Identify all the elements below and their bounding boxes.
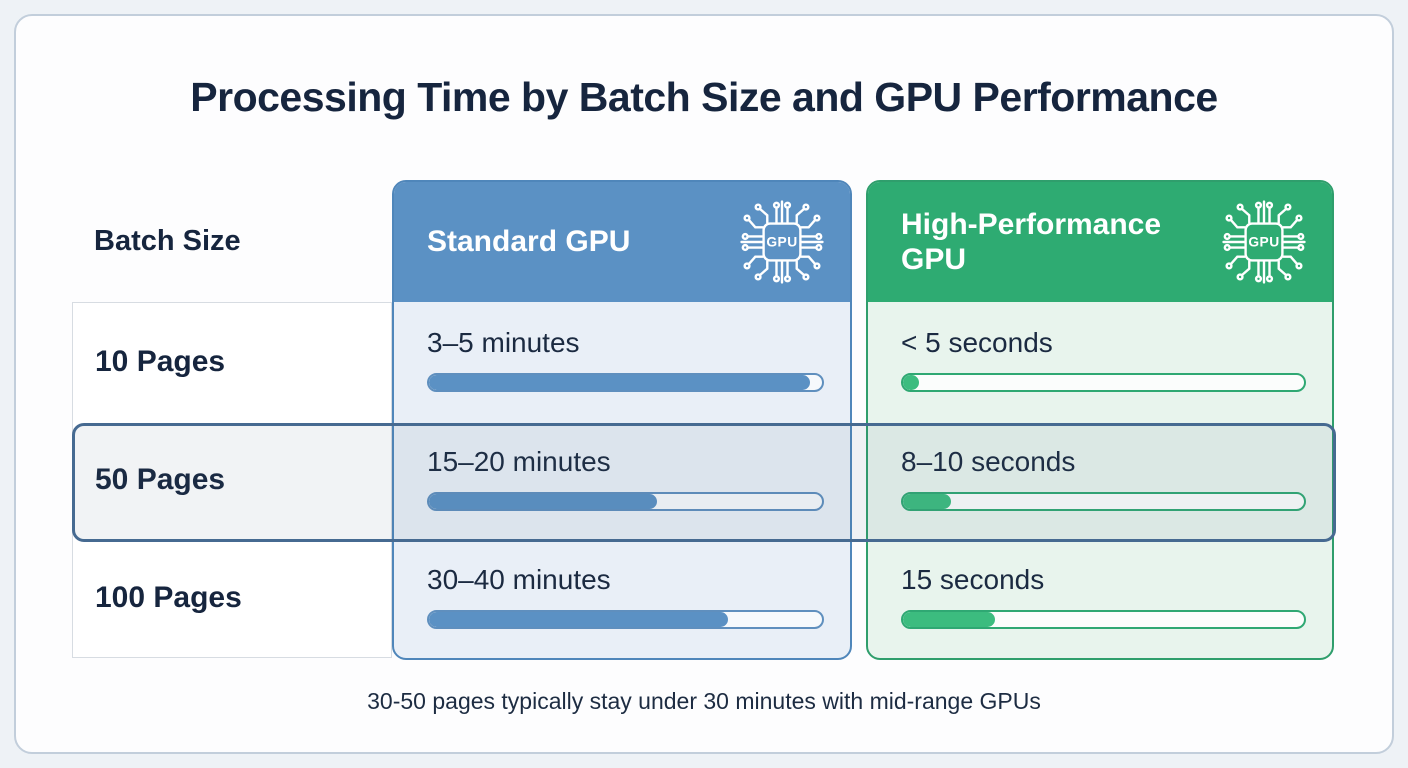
standard-gpu-column: Standard GPU GPU — [392, 180, 852, 660]
time-value: < 5 seconds — [901, 327, 1053, 358]
footer-note: 30-50 pages typically stay under 30 minu… — [367, 688, 1041, 714]
progress-bar — [901, 491, 1306, 511]
progress-bar — [427, 491, 824, 511]
high-performance-gpu-header: High-Performance GPU GPU — [868, 182, 1332, 302]
progress-fill — [903, 493, 952, 509]
hp-gpu-cell-50-pages: 8–10 seconds — [868, 421, 1332, 540]
standard-gpu-header-label: Standard GPU — [427, 225, 631, 259]
standard-gpu-cell-10-pages: 3–5 minutes — [394, 302, 850, 421]
standard-gpu-cell-100-pages: 30–40 minutes — [394, 539, 850, 658]
hp-gpu-cell-10-pages: < 5 seconds — [868, 302, 1332, 421]
gpu-chip-icon: GPU — [736, 196, 828, 288]
progress-fill — [429, 375, 811, 390]
progress-fill — [429, 612, 728, 628]
gpu-icon-text: GPU — [1248, 235, 1279, 250]
time-value: 15 seconds — [901, 564, 1045, 596]
time-value: 15–20 minutes — [427, 445, 611, 477]
progress-fill — [903, 612, 996, 628]
progress-bar — [427, 610, 824, 630]
high-performance-gpu-column: High-Performance GPU GPU — [866, 180, 1334, 660]
time-value: 3–5 minutes — [427, 327, 580, 358]
time-value: 30–40 minutes — [427, 564, 611, 596]
gpu-chip-icon: GPU — [1218, 196, 1310, 288]
standard-gpu-cell-50-pages: 15–20 minutes — [394, 421, 850, 540]
batch-row-label-100-pages: 100 Pages — [95, 581, 242, 614]
high-performance-gpu-header-label: High-Performance GPU — [901, 207, 1162, 276]
batch-row-label-10-pages: 10 Pages — [95, 345, 226, 378]
standard-gpu-cells: 3–5 minutes 15–20 minutes 30–40 minutes — [394, 302, 850, 658]
hp-gpu-cell-100-pages: 15 seconds — [868, 539, 1332, 658]
progress-bar — [427, 373, 824, 392]
progress-bar — [901, 373, 1306, 392]
progress-fill — [429, 493, 657, 509]
batch-size-rows: 10 Pages 50 Pages 100 Pages — [72, 302, 392, 658]
batch-size-column-header: Batch Size — [94, 225, 241, 257]
progress-bar — [901, 610, 1306, 630]
progress-fill — [903, 375, 920, 390]
page-title: Processing Time by Batch Size and GPU Pe… — [190, 74, 1218, 120]
gpu-icon-text: GPU — [766, 235, 797, 250]
batch-row-label-50-pages: 50 Pages — [95, 463, 226, 496]
high-performance-gpu-cells: < 5 seconds 8–10 seconds 15 seconds — [868, 302, 1332, 658]
time-value: 8–10 seconds — [901, 445, 1076, 477]
standard-gpu-header: Standard GPU GPU — [394, 182, 850, 302]
